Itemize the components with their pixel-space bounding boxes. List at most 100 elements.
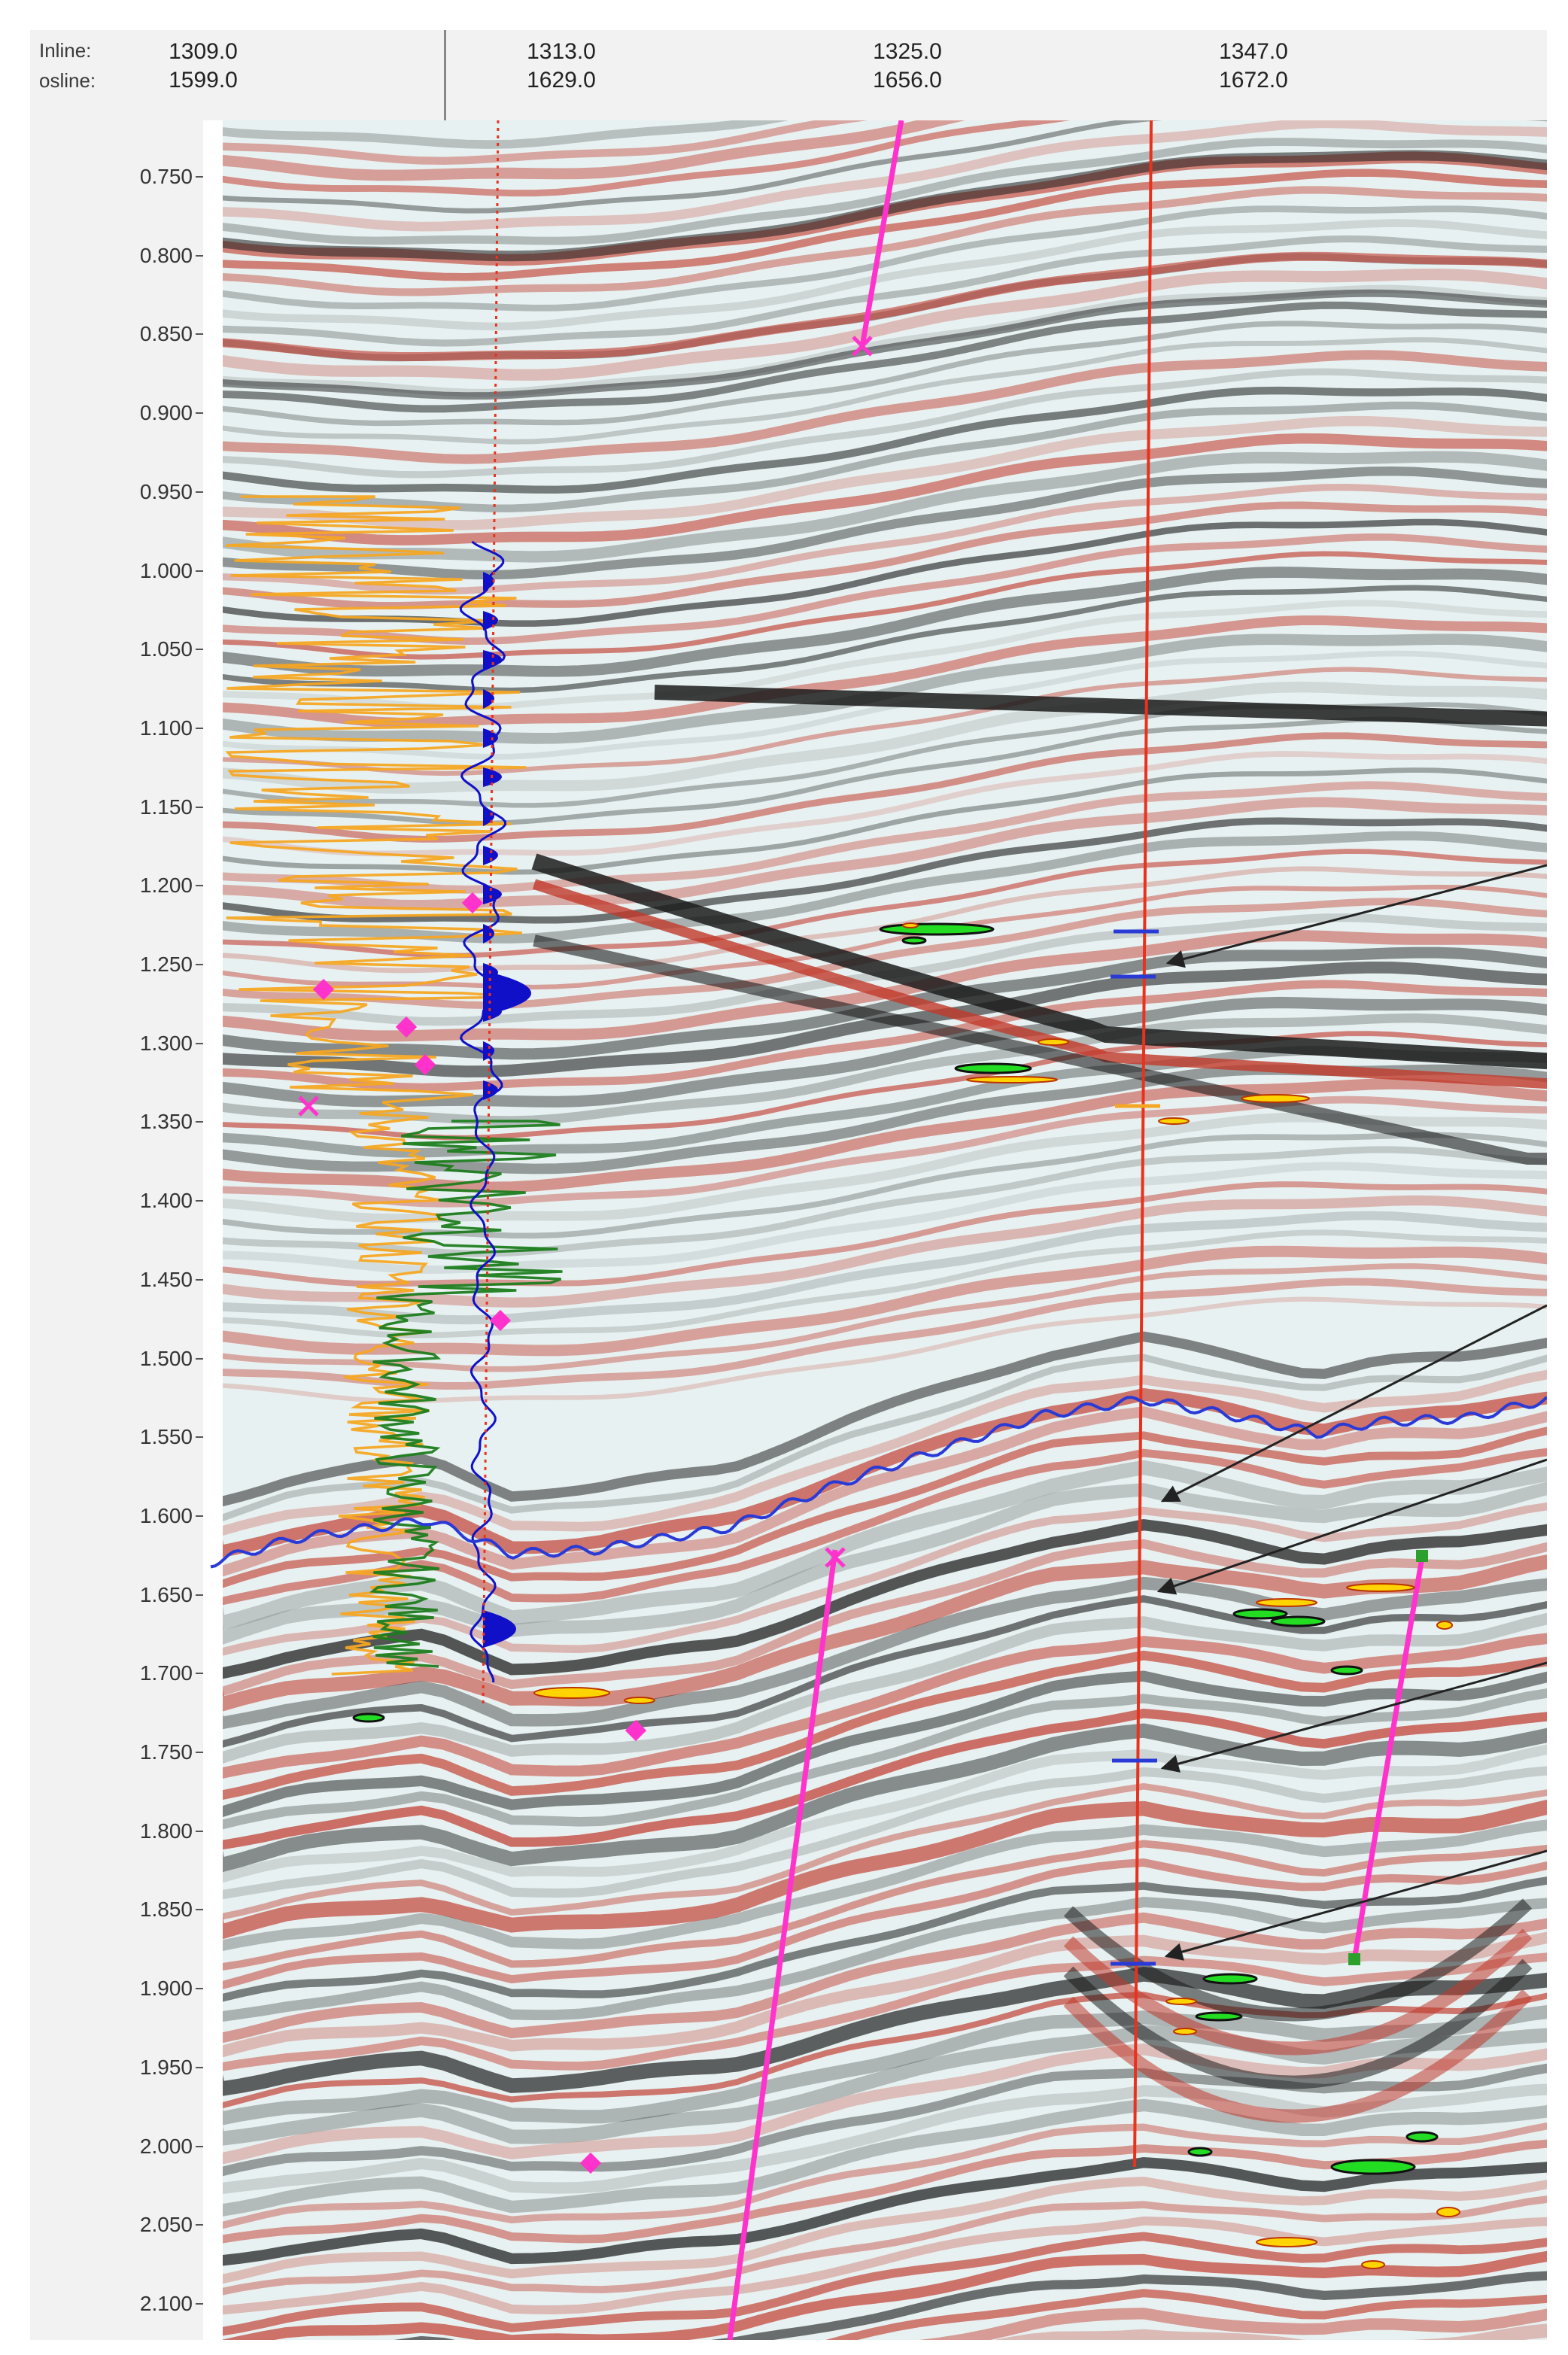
time-tick-mark bbox=[196, 2224, 205, 2226]
seismic-reflector bbox=[203, 386, 1547, 494]
seismic-reflector bbox=[203, 1840, 1547, 1972]
time-tick-mark bbox=[196, 1830, 205, 1832]
time-tick-mark bbox=[196, 1909, 205, 1911]
synthetic-peak bbox=[483, 1080, 498, 1100]
well-path bbox=[1133, 120, 1153, 2168]
seismic-reflector bbox=[203, 1132, 1547, 1239]
amplitude-anomaly-yellow bbox=[1436, 1621, 1453, 1630]
time-tick-mark bbox=[196, 649, 205, 651]
time-tick-label: 1.100 bbox=[139, 716, 193, 740]
seismic-canvas[interactable] bbox=[203, 120, 1547, 2340]
time-tick-label: 0.850 bbox=[139, 322, 193, 346]
crossline-value-1: 1599.0 bbox=[169, 68, 238, 93]
seismic-reflector bbox=[203, 120, 1547, 214]
synthetic-peak bbox=[483, 924, 494, 944]
seismic-reflector bbox=[203, 1211, 1547, 1325]
seismic-reflector bbox=[203, 1539, 1547, 1699]
inline-label: Inline: bbox=[39, 39, 92, 62]
seismic-reflector bbox=[203, 1799, 1547, 1943]
seismic-reflector bbox=[203, 120, 1547, 232]
seismic-reflector bbox=[203, 120, 966, 181]
trace-header: Inline: osline: 1309.0 1599.0 1313.0 162… bbox=[30, 30, 1547, 122]
magenta-diamond-icon bbox=[461, 892, 484, 914]
seismic-reflector bbox=[203, 1633, 1547, 1781]
seismic-reflector bbox=[203, 1858, 1547, 1992]
seismic-reflector bbox=[203, 120, 789, 149]
amplitude-anomaly-yellow bbox=[1158, 1117, 1190, 1125]
seismic-reflector bbox=[203, 2156, 1547, 2267]
time-axis: 0.750 0.800 0.850 0.900 0.950 1.000 1.050 1.100… bbox=[30, 120, 205, 2340]
seismic-reflector bbox=[203, 1481, 1547, 1648]
time-tick-label: 1.150 bbox=[139, 795, 193, 819]
seismic-reflector bbox=[203, 650, 1547, 760]
resistivity-log bbox=[369, 1120, 563, 1668]
magenta-diamond-icon bbox=[414, 1053, 436, 1076]
seismic-reflector bbox=[203, 1650, 1547, 1802]
seismic-reflector bbox=[203, 831, 1547, 944]
seismic-reflector bbox=[203, 615, 1547, 728]
seismic-reflector bbox=[203, 716, 1547, 826]
crossline-value-2: 1629.0 bbox=[527, 68, 596, 93]
seismic-reflector bbox=[203, 849, 1547, 959]
amplitude-anomaly-green bbox=[879, 922, 995, 936]
time-tick-mark bbox=[196, 1594, 205, 1596]
fault-line bbox=[1351, 1557, 1425, 1961]
seismic-reflector bbox=[203, 350, 1547, 464]
seismic-reflector bbox=[203, 337, 1547, 445]
seismic-reflector bbox=[203, 2063, 1547, 2178]
amplitude-anomaly-green bbox=[1232, 1608, 1288, 1620]
time-tick-label: 1.650 bbox=[139, 1582, 193, 1606]
seismic-reflector bbox=[203, 321, 1547, 427]
green-square-marker bbox=[1416, 1550, 1428, 1562]
synthetic-peak bbox=[483, 971, 531, 1016]
time-tick-label: 1.750 bbox=[139, 1740, 193, 1764]
seismic-reflector bbox=[203, 138, 1547, 245]
inline-value-3: 1325.0 bbox=[873, 39, 942, 64]
time-tick-mark bbox=[196, 1357, 205, 1360]
arrow-icon bbox=[1160, 1661, 1547, 1773]
crossline-value-4: 1672.0 bbox=[1219, 68, 1288, 93]
seismic-reflector bbox=[203, 930, 1547, 1042]
seismic-reflector bbox=[203, 1095, 1547, 1208]
seismic-reflector bbox=[203, 1554, 1547, 1715]
inline-value-2: 1313.0 bbox=[527, 39, 596, 64]
top-horizon bbox=[210, 1396, 1547, 1569]
seismic-reflector bbox=[203, 401, 1547, 512]
seismic-reflector bbox=[203, 2289, 1547, 2340]
seismic-reflector bbox=[203, 1181, 1547, 1287]
amplitude-anomaly-green bbox=[1270, 1615, 1326, 1627]
synthetic-peak bbox=[483, 572, 494, 591]
magenta-diamond-icon bbox=[579, 2152, 602, 2174]
seismic-reflector bbox=[203, 466, 1547, 580]
seismic-reflector bbox=[203, 817, 1547, 924]
seismic-reflector bbox=[203, 2004, 1547, 2128]
time-tick-label: 1.900 bbox=[139, 1977, 193, 2001]
seismic-reflector bbox=[203, 1576, 1547, 1731]
seismic-reflector bbox=[203, 866, 1547, 974]
time-tick-mark bbox=[196, 964, 205, 965]
amplitude-anomaly-yellow bbox=[533, 1687, 610, 1699]
crossline-label: osline: bbox=[39, 69, 96, 92]
amplitude-anomaly-yellow bbox=[902, 922, 919, 928]
time-tick-label: 1.950 bbox=[139, 2055, 193, 2079]
seismic-reflector bbox=[203, 2176, 1547, 2286]
seismic-reflector bbox=[203, 551, 1547, 660]
seismic-reflector bbox=[203, 2271, 1547, 2340]
seismic-reflector bbox=[203, 169, 1547, 281]
amplitude-anomaly-yellow bbox=[1241, 1094, 1310, 1103]
seismic-reflector bbox=[203, 1387, 1547, 1560]
synthetic-trace bbox=[459, 540, 507, 1682]
time-tick-mark bbox=[196, 333, 205, 336]
seismic-reflector bbox=[203, 585, 1547, 694]
fault-line bbox=[859, 120, 904, 347]
magenta-diamond-icon bbox=[624, 1719, 647, 1742]
seismic-reflector bbox=[203, 415, 1547, 530]
time-tick-mark bbox=[196, 254, 205, 257]
seismic-reflector bbox=[203, 1518, 1547, 1681]
seismic-reflector bbox=[203, 1819, 1547, 1953]
time-tick-label: 1.700 bbox=[139, 1661, 193, 1685]
amplitude-anomaly-yellow bbox=[1165, 1998, 1197, 2005]
seismic-section[interactable] bbox=[203, 120, 1547, 2340]
seismic-reflector bbox=[203, 2308, 1547, 2340]
amplitude-anomaly-green bbox=[352, 1712, 385, 1723]
